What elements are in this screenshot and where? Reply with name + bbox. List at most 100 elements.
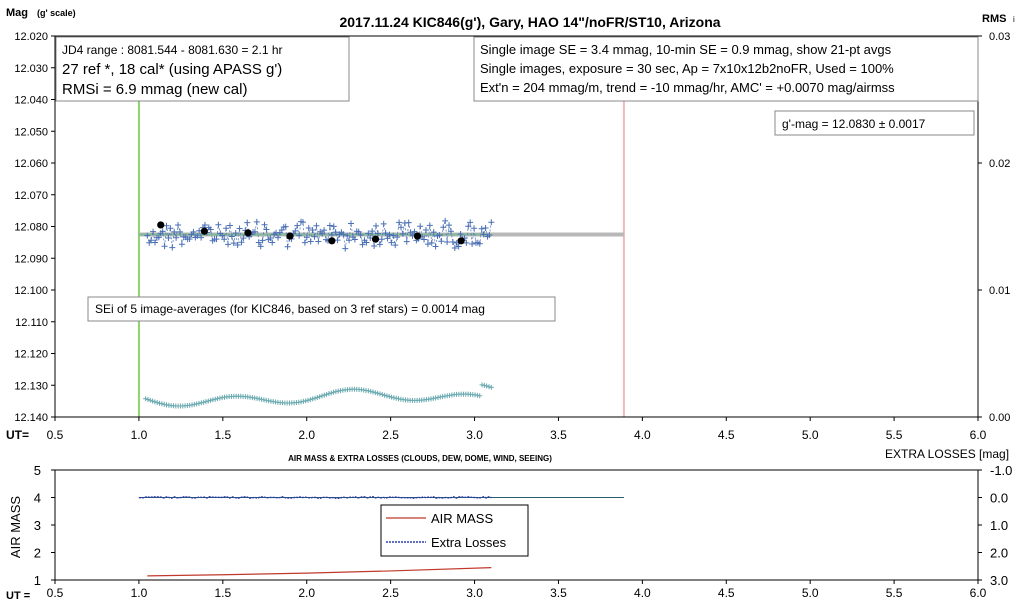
single-image-point-43: [226, 222, 233, 229]
single-image-point-46: [232, 229, 239, 236]
single-image-point-48: [236, 225, 243, 232]
single-image-point-78: [294, 222, 301, 229]
y-tick-label-11: 12.130: [14, 380, 48, 392]
rms-point-98: [370, 389, 376, 395]
single-image-point-97: [330, 223, 337, 230]
rms-point-23: [196, 400, 202, 406]
rms-point-69: [303, 398, 309, 404]
single-image-point-162: [455, 243, 462, 250]
x-tick-label-2: 1.5: [214, 428, 231, 442]
gmag-label: g'-mag = 12.0830 ± 0.0017: [782, 117, 926, 131]
x-tick-label-3: 2.0: [298, 428, 315, 442]
single-image-point-179: [488, 219, 495, 226]
single-image-point-176: [482, 225, 489, 232]
rms-point-72: [310, 396, 316, 402]
bottom-x-tick-label-11: 6.0: [970, 586, 987, 600]
single-image-point-144: [421, 236, 428, 243]
rms-point-104: [384, 393, 390, 399]
legend-extra-losses-label: Extra Losses: [431, 535, 507, 550]
single-image-point-59: [257, 243, 264, 250]
single-image-point-123: [380, 220, 387, 227]
single-image-point-117: [369, 228, 376, 235]
y2-tick-label-0: 0.03: [989, 31, 1010, 43]
bottom-x-tick-label-4: 2.5: [382, 586, 399, 600]
x-tick-label-4: 2.5: [382, 428, 399, 442]
single-image-point-147: [426, 222, 433, 229]
single-image-point-152: [436, 232, 443, 239]
single-image-point-128: [390, 232, 397, 239]
single-image-point-168: [467, 219, 474, 226]
single-image-point-155: [442, 217, 449, 224]
single-image-point-14: [171, 228, 178, 235]
single-image-point-41: [223, 225, 230, 232]
single-image-point-167: [465, 223, 472, 230]
y-tick-label-5: 12.070: [14, 190, 48, 202]
bottom-chart-title: AIR MASS & EXTRA LOSSES (CLOUDS, DEW, DO…: [288, 454, 552, 463]
y-axis-label-suffix: (g' scale): [37, 8, 76, 18]
single-image-point-26: [194, 233, 201, 240]
y2-axis-label: RMS: [982, 13, 1006, 25]
single-image-point-11: [165, 234, 172, 241]
chart-title: 2017.11.24 KIC846(g'), Gary, HAO 14"/noF…: [339, 14, 720, 30]
x-tick-label-10: 5.5: [886, 428, 903, 442]
single-image-point-73: [284, 243, 291, 250]
single-image-point-68: [274, 234, 281, 241]
rms-point-68: [300, 398, 306, 404]
single-image-point-2: [148, 237, 155, 244]
single-image-point-10: [163, 222, 170, 229]
bottom-y2-tick-label-0: -1.0: [990, 463, 1012, 478]
single-image-point-9: [161, 243, 168, 250]
bottom-x-tick-label-3: 2.0: [298, 586, 315, 600]
rms-point-73: [312, 395, 318, 401]
single-image-point-145: [422, 227, 429, 234]
info-left-line-1: 27 ref *, 18 cal* (using APASS g'): [62, 61, 282, 78]
single-image-point-173: [476, 240, 483, 247]
single-image-point-170: [471, 225, 478, 232]
single-image-point-157: [446, 222, 453, 229]
info-right-line-2: Ext'n = 204 mmag/m, trend = -10 mmag/hr,…: [480, 80, 895, 95]
rms-point-100: [375, 390, 381, 396]
y2-tick-label-3: 0.00: [989, 412, 1010, 424]
average-point-7: [457, 237, 465, 245]
single-image-point-131: [396, 219, 403, 226]
single-image-point-58: [255, 239, 262, 246]
average-point-0: [157, 221, 165, 229]
rms-point-144: [477, 393, 483, 399]
x-tick-label-9: 5.0: [802, 428, 819, 442]
average-point-4: [328, 237, 336, 245]
bottom-x-tick-label-9: 5.0: [802, 586, 819, 600]
bottom-y2-axis-label: EXTRA LOSSES [mag]: [885, 447, 1009, 461]
bottom-legend: [380, 504, 529, 557]
rms-point-25: [201, 399, 207, 405]
single-image-point-79: [296, 232, 303, 239]
single-image-point-158: [447, 228, 454, 235]
rms-point-2: [147, 397, 153, 403]
x-tick-label-0: 0.5: [47, 428, 64, 442]
info-left-line-0: JD4 range : 8081.544 - 8081.630 = 2.1 hr: [62, 43, 283, 57]
single-image-point-60: [259, 237, 266, 244]
single-image-point-103: [342, 245, 349, 252]
rms-point-76: [319, 393, 325, 399]
single-image-point-120: [374, 230, 381, 237]
info-right-line-1: Single images, exposure = 30 sec, Ap = 7…: [480, 61, 894, 76]
single-image-point-121: [376, 241, 383, 248]
single-image-point-88: [313, 222, 320, 229]
info-left-line-2: RMSi = 6.9 mmag (new cal): [62, 81, 247, 98]
single-image-point-115: [365, 230, 372, 237]
single-image-point-17: [176, 228, 183, 235]
y-tick-label-1: 12.030: [14, 63, 48, 75]
single-image-point-159: [449, 238, 456, 245]
y-tick-label-3: 12.050: [14, 126, 48, 138]
rms-point-28: [208, 397, 214, 403]
single-image-point-175: [480, 231, 487, 238]
single-image-point-13: [169, 244, 176, 251]
single-image-point-86: [309, 226, 316, 233]
single-image-point-166: [463, 239, 470, 246]
rms-point-105: [386, 394, 392, 400]
single-image-point-95: [326, 222, 333, 229]
y-tick-label-7: 12.090: [14, 253, 48, 265]
y-tick-label-4: 12.060: [14, 158, 48, 170]
single-image-point-30: [201, 222, 208, 229]
